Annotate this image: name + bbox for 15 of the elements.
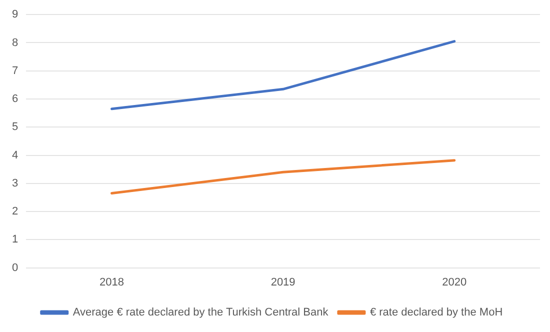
y-tick-label: 8 [12,36,18,49]
y-tick-label: 1 [12,234,18,246]
y-tick-label: 3 [12,177,18,190]
y-tick-label: 9 [12,8,18,21]
legend-label: Average € rate declared by the Turkish Central Bank [72,306,329,319]
y-tick-label: 0 [12,262,18,274]
x-tick-label: 2018 [100,276,124,288]
x-tick-label: 2019 [270,276,296,288]
y-tick-label: 6 [12,93,18,106]
y-tick-label: 7 [12,64,18,77]
y-tick-label: 2 [12,206,18,218]
y-tick-label: 4 [12,149,18,162]
legend-label: € rate declared by the MoH [370,306,503,319]
x-tick-label: 2020 [442,276,467,288]
y-tick-label: 5 [12,121,18,134]
